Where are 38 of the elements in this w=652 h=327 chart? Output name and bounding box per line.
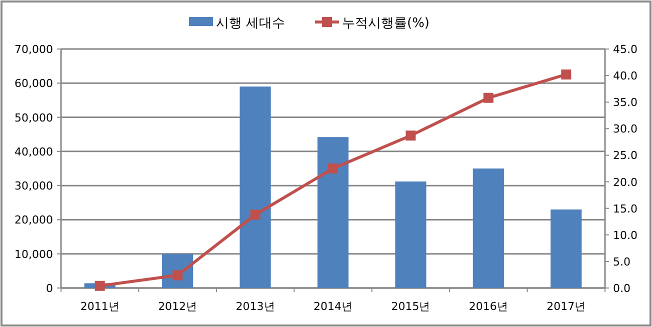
point (328, 164, 338, 174)
x-tick-label: 2011년 (80, 300, 120, 313)
y-tick-label: 60,000 (14, 77, 53, 90)
x-tick-label: 2012년 (158, 300, 198, 313)
y2-tick-label: 5.0 (613, 255, 630, 268)
y2-tick-label: 40.0 (613, 70, 638, 83)
legend-label: 시행 세대수 (216, 16, 286, 31)
y-tick-label: 40,000 (14, 145, 53, 158)
y-tick-label: 20,000 (14, 214, 53, 227)
point (483, 92, 494, 103)
y-tick-label: 70,000 (14, 43, 53, 56)
point (561, 69, 572, 80)
y2-tick-label: 15.0 (613, 202, 638, 216)
x-tick-label: 2015년 (391, 300, 430, 313)
y-tick-label: 30,000 (14, 180, 53, 193)
bar (550, 209, 582, 288)
y-tick-label: 0 (46, 282, 53, 295)
point (250, 210, 260, 220)
x-tick-label: 2016년 (468, 300, 508, 313)
bar (317, 137, 349, 288)
point (406, 130, 416, 141)
bar (472, 168, 504, 288)
x-tick-label: 2017년 (546, 300, 586, 313)
y-tick-label: 10,000 (14, 248, 53, 261)
x-tick-label: 2014년 (314, 300, 352, 313)
y2-tick-label: 0.0 (613, 282, 630, 295)
y2-tick-label: 35.0 (613, 96, 638, 110)
point (94, 280, 105, 291)
y2-tick-label: 25.0 (613, 149, 638, 162)
y2-tick-label: 10.0 (613, 228, 638, 242)
y2-tick-label: 45.0 (613, 43, 638, 56)
y2-tick-label: 30.0 (613, 122, 638, 136)
y2-tick-label: 20.0 (613, 176, 638, 189)
bar (395, 181, 426, 288)
legend-label: 누적시행률(%) (342, 16, 430, 31)
y-tick-label: 50,000 (14, 111, 53, 124)
x-tick-label: 2013년 (236, 300, 275, 313)
bar (240, 86, 271, 288)
